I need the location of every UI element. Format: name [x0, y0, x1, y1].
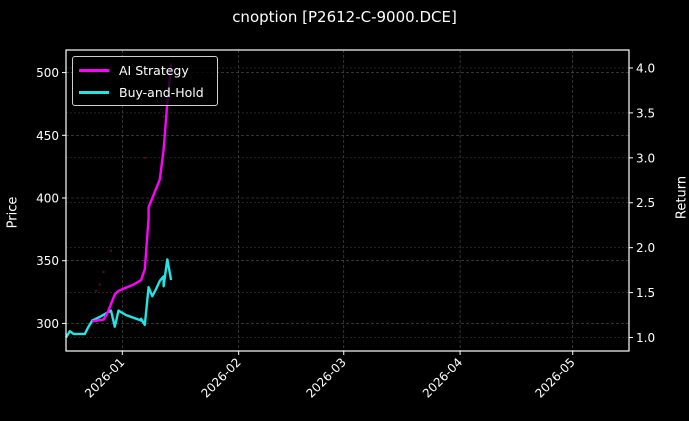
y-right-axis-ticks: 1.0 1.5 2.0 2.5 3.0 3.5 4.0 — [629, 61, 655, 345]
svg-text:2026-01: 2026-01 — [82, 355, 127, 400]
svg-text:2.5: 2.5 — [636, 196, 655, 210]
legend: AI Strategy Buy-and-Hold — [72, 56, 218, 106]
svg-text:350: 350 — [36, 254, 59, 268]
svg-text:300: 300 — [36, 317, 59, 331]
svg-text:2026-04: 2026-04 — [420, 355, 465, 400]
svg-text:3.5: 3.5 — [636, 106, 655, 120]
svg-text:1.0: 1.0 — [636, 331, 655, 345]
svg-text:4.0: 4.0 — [636, 61, 655, 75]
series-lines — [64, 63, 173, 339]
svg-text:400: 400 — [36, 191, 59, 205]
svg-text:1.5: 1.5 — [636, 286, 655, 300]
svg-text:500: 500 — [36, 66, 59, 80]
price-scatter — [94, 115, 165, 292]
grid-lines — [66, 50, 629, 351]
plot-frame — [65, 49, 630, 352]
x-axis-ticks: 2026-01 2026-02 2026-03 2026-04 2026-05 — [82, 351, 578, 401]
svg-text:450: 450 — [36, 129, 59, 143]
legend-label: AI Strategy — [119, 62, 189, 78]
legend-item-buy-and-hold: Buy-and-Hold — [79, 82, 204, 102]
chart-title: cnoption [P2612-C-9000.DCE] — [232, 8, 457, 26]
svg-text:3.0: 3.0 — [636, 151, 655, 165]
svg-text:2.0: 2.0 — [636, 241, 655, 255]
y-left-axis-ticks: 300 350 400 450 500 — [36, 66, 66, 331]
legend-swatch-icon — [79, 68, 109, 72]
y-axis-right-label: Return — [674, 175, 689, 220]
y-axis-left-label: Price — [5, 196, 21, 229]
legend-label: Buy-and-Hold — [119, 84, 204, 100]
legend-item-ai-strategy: AI Strategy — [79, 60, 189, 80]
svg-text:2026-02: 2026-02 — [198, 355, 243, 400]
svg-text:2026-03: 2026-03 — [304, 355, 349, 400]
svg-text:2026-05: 2026-05 — [532, 355, 577, 400]
legend-swatch-icon — [79, 90, 109, 94]
